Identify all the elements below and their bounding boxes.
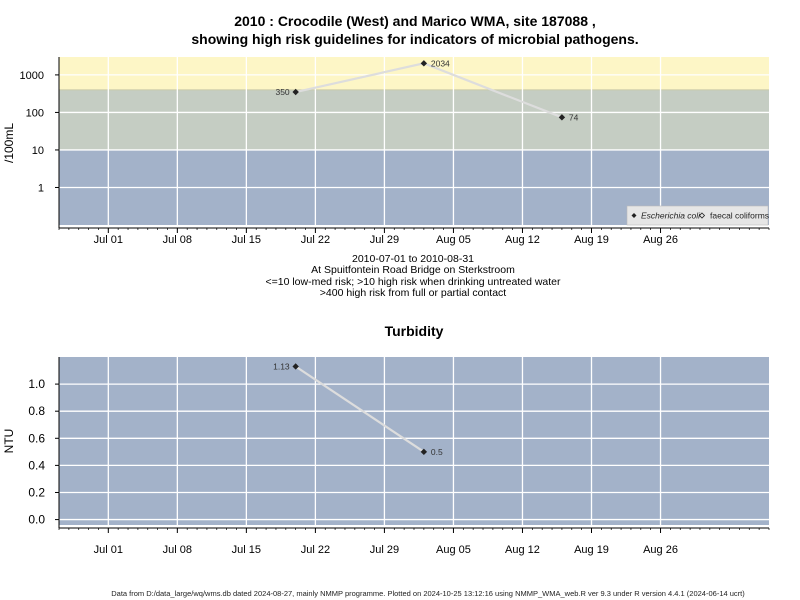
data-label: 1.13 <box>273 361 290 371</box>
microbial-panel: 1 10 100 1000/100mL Jul 01 Jul 08 Jul 15 Jul 22… <box>2 57 770 246</box>
x-tick-label: Jul 22 <box>301 234 330 246</box>
y-axis-label: NTU <box>2 429 16 454</box>
chart-title-line2: showing high risk guidelines for indicat… <box>191 31 638 47</box>
data-point <box>292 363 299 370</box>
y-tick-label: 100 <box>26 107 44 119</box>
x-tick-label: Jul 08 <box>163 544 192 556</box>
y-tick-label: 0.4 <box>28 458 45 472</box>
plot-background <box>59 357 769 525</box>
legend-label-faecal: faecal coliforms <box>710 211 769 221</box>
x-tick-label: Jul 29 <box>370 234 399 246</box>
chart-title-line1: 2010 : Crocodile (West) and Marico WMA, … <box>234 13 596 29</box>
x-tick-label: Aug 26 <box>643 544 678 556</box>
y-axis-label: /100mL <box>2 123 16 163</box>
data-label: 0.5 <box>431 447 443 457</box>
series-line <box>295 365 425 453</box>
y-tick-label: 10 <box>32 145 44 157</box>
turbidity-title: Turbidity <box>385 323 444 339</box>
y-tick-label: 1.0 <box>28 377 45 391</box>
subtitle-site: At Spuitfontein Road Bridge on Sterkstro… <box>311 264 515 276</box>
x-tick-label: Jul 22 <box>301 544 330 556</box>
risk-band-0 <box>59 57 769 90</box>
legend-label-ecoli: Escherichia coli <box>641 211 701 221</box>
x-tick-label: Aug 12 <box>505 544 540 556</box>
y-tick-label: 1 <box>38 182 44 194</box>
x-tick-label: Jul 15 <box>232 544 261 556</box>
subtitle-guideline-drinking: <=10 low-med risk; >10 high risk when dr… <box>265 276 561 288</box>
x-tick-label: Aug 12 <box>505 234 540 246</box>
data-label: 350 <box>275 87 289 97</box>
subtitle-date-range: 2010-07-01 to 2010-08-31 <box>352 253 474 265</box>
x-tick-label: Jul 29 <box>370 544 399 556</box>
x-tick-label: Jul 08 <box>163 234 192 246</box>
y-tick-label: 0.2 <box>28 485 45 499</box>
y-tick-label: 0.6 <box>28 431 45 445</box>
x-tick-label: Aug 19 <box>574 544 609 556</box>
data-point <box>420 448 428 456</box>
y-tick-label: 0.8 <box>28 404 45 418</box>
x-tick-label: Jul 15 <box>232 234 261 246</box>
legend-marker-faecal <box>698 212 706 219</box>
footer-note: Data from D:/data_large/wq/wms.db dated … <box>111 589 745 598</box>
data-label: 2034 <box>431 58 450 68</box>
x-tick-label: Aug 05 <box>436 544 471 556</box>
data-point <box>292 88 299 96</box>
data-point <box>420 60 428 67</box>
y-tick-label: 0.0 <box>28 513 45 527</box>
y-tick-label: 1000 <box>20 70 44 82</box>
x-tick-label: Aug 26 <box>643 234 678 246</box>
risk-band-1 <box>59 89 769 150</box>
subtitle-guideline-contact: >400 high risk from full or partial cont… <box>320 287 507 299</box>
x-tick-label: Jul 01 <box>94 544 123 556</box>
x-tick-label: Aug 05 <box>436 234 471 246</box>
data-point <box>558 114 566 121</box>
x-tick-label: Aug 19 <box>574 234 609 246</box>
x-tick-label: Jul 01 <box>94 234 123 246</box>
data-label: 74 <box>569 112 579 122</box>
turbidity-panel: 0.0 0.2 0.4 0.6 0.8 1.0 NTU Jul 01 Jul 08 Jul 15 J… <box>2 357 770 556</box>
legend-marker-ecoli <box>631 213 637 218</box>
legend-box <box>626 205 769 226</box>
